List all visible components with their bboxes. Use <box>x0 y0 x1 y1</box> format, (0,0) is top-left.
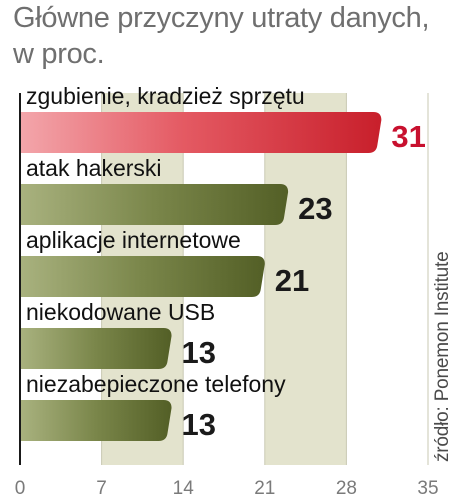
category-label: niekodowane USB <box>26 299 215 325</box>
category-label: zgubienie, kradzież sprzętu <box>26 83 305 109</box>
x-tick-label: 0 <box>15 478 26 499</box>
chart-title: Główne przyczyny utraty danych, w proc. <box>13 0 430 72</box>
chart-title-line-1: Główne przyczyny utraty danych, <box>13 2 430 34</box>
value-labels: 31 23 21 13 13 <box>182 119 426 442</box>
bar <box>20 400 172 441</box>
value-label: 23 <box>298 191 332 226</box>
bars <box>20 112 382 441</box>
grid-band <box>264 93 347 465</box>
chart-title-line-2: w proc. <box>13 38 105 70</box>
x-tick-label: 21 <box>254 478 275 499</box>
x-axis: 0 7 14 21 28 35 <box>15 93 439 499</box>
category-label: aplikacje internetowe <box>26 227 241 253</box>
value-label: 13 <box>182 335 216 370</box>
x-tick-label: 14 <box>173 478 195 499</box>
value-label: 21 <box>275 263 309 298</box>
bar <box>20 184 289 225</box>
x-tick-label: 35 <box>417 478 438 499</box>
bar <box>20 112 382 153</box>
value-label: 13 <box>182 407 216 442</box>
bar <box>20 328 172 369</box>
category-label: atak hakerski <box>26 155 162 181</box>
x-tick-label: 28 <box>336 478 357 499</box>
bar <box>20 256 265 297</box>
value-label: 31 <box>391 119 425 154</box>
source-note: źródło: Ponemon Institute <box>432 251 453 462</box>
category-label: niezabepieczone telefony <box>26 371 286 397</box>
category-labels: zgubienie, kradzież sprzętu atak hakerski… <box>26 83 305 397</box>
x-tick-label: 7 <box>96 478 107 499</box>
